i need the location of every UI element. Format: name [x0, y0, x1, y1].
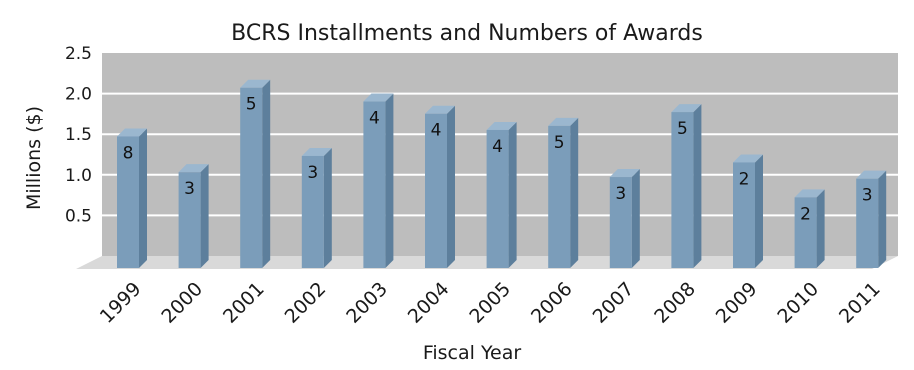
bar-data-label: 3	[184, 179, 195, 199]
plot-area: 0.5 1.0 1.5 2.0 2.5 8 1999 3 2000 5 2001 3 2002 4 2003…	[65, 44, 898, 328]
chart-title: BCRS Installments and Numbers of Awards	[231, 21, 703, 46]
bar-data-label: 3	[615, 184, 626, 204]
bar	[486, 129, 509, 268]
bar-side	[816, 189, 825, 268]
bar-side	[447, 105, 455, 268]
bar	[671, 112, 694, 268]
x-tick-label: 2006	[527, 278, 577, 328]
x-tick-label: 2001	[219, 278, 269, 328]
bar-side	[755, 154, 763, 268]
bar-side	[878, 170, 887, 268]
bar-side	[200, 164, 209, 268]
bar-top	[301, 147, 332, 156]
bar-top	[486, 121, 517, 130]
x-tick-label: 2004	[404, 278, 454, 328]
x-tick-label: 2000	[157, 278, 207, 328]
bar-top	[609, 169, 640, 178]
bar	[178, 172, 201, 268]
bar-top	[856, 170, 887, 179]
bar	[733, 162, 755, 268]
bar-data-label: 3	[862, 186, 873, 206]
bar	[425, 113, 447, 268]
y-tick-label: 0.5	[65, 206, 92, 226]
bar-top	[425, 105, 455, 114]
bar-data-label: 4	[369, 109, 380, 129]
bar	[794, 197, 817, 268]
bar-top	[363, 93, 394, 102]
y-tick-label: 2.5	[65, 44, 92, 64]
bar-data-label: 2	[739, 169, 750, 189]
bar-top	[240, 79, 271, 88]
bar-data-label: 5	[246, 95, 257, 115]
x-tick-label: 2002	[281, 278, 331, 328]
bar-side	[323, 147, 332, 268]
bar	[856, 178, 879, 268]
y-tick-label: 2.0	[65, 85, 92, 105]
x-tick-label: 2005	[465, 278, 515, 328]
bar-top	[117, 128, 147, 137]
bar-top	[733, 154, 763, 163]
bar-data-label: 5	[554, 133, 565, 153]
bar	[363, 101, 386, 268]
bar-top	[178, 164, 209, 173]
y-tick-label: 1.0	[65, 166, 92, 186]
bar-side	[262, 79, 271, 269]
y-tick-label: 1.5	[65, 125, 92, 145]
bar-data-label: 4	[492, 137, 503, 157]
bar-side	[693, 104, 702, 268]
bar-data-label: 4	[431, 121, 442, 141]
x-tick-label: 2011	[835, 278, 885, 328]
bar-data-label: 5	[677, 119, 688, 139]
bar-side	[570, 117, 579, 269]
bar-side	[631, 169, 640, 268]
x-axis-label: Fiscal Year	[423, 342, 522, 364]
bar-data-label: 3	[307, 163, 318, 183]
bar-top	[548, 117, 579, 126]
bar-top	[671, 104, 702, 113]
bar-side	[139, 128, 147, 268]
bar-data-label: 8	[123, 143, 134, 163]
x-tick-label: 2008	[650, 278, 700, 328]
bar-side	[508, 121, 517, 269]
x-tick-label: 2003	[342, 278, 392, 328]
bar-data-label: 2	[800, 204, 811, 224]
bar	[301, 155, 324, 268]
y-axis-label: Millions ($)	[23, 106, 45, 210]
bar	[240, 87, 263, 269]
bar-top	[794, 189, 825, 198]
x-tick-label: 1999	[96, 278, 146, 328]
x-tick-label: 2009	[712, 278, 762, 328]
x-tick-label: 2010	[773, 278, 823, 328]
bar	[609, 177, 632, 268]
bar-side	[385, 93, 394, 268]
bar	[117, 136, 139, 268]
bar	[548, 125, 571, 269]
x-tick-label: 2007	[589, 278, 639, 328]
